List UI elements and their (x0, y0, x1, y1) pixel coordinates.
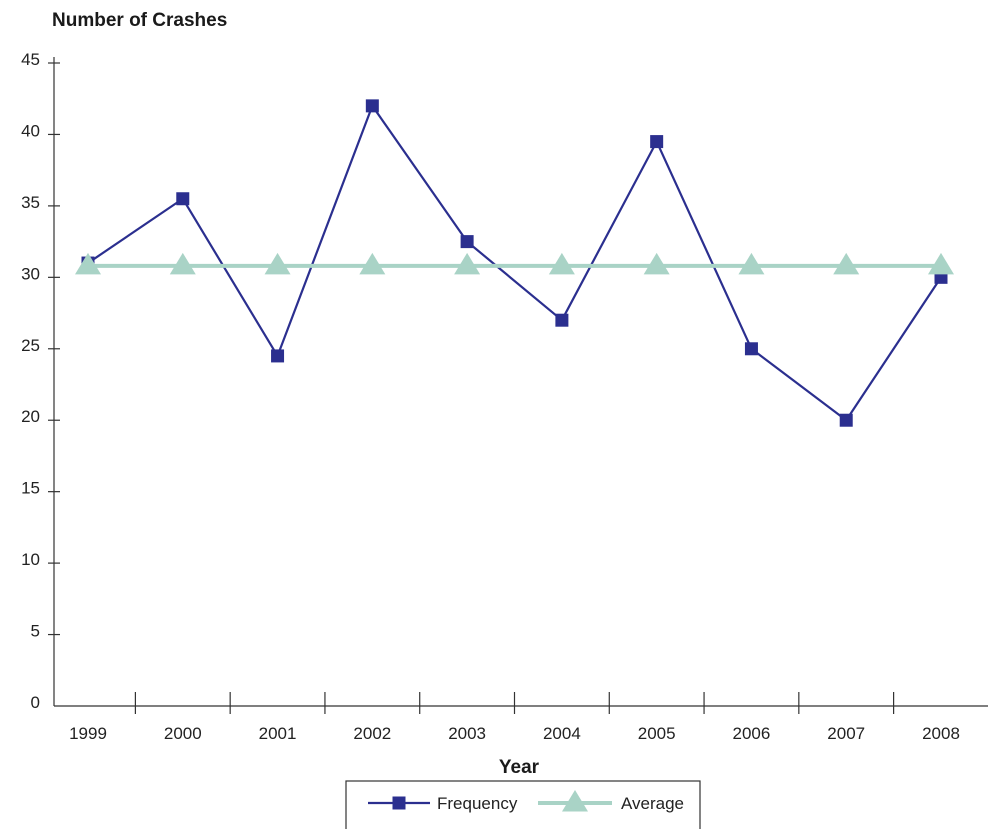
data-point-triangle (738, 252, 765, 275)
data-point-square (650, 135, 664, 149)
data-point-triangle (75, 252, 101, 275)
y-tick-label: 5 (31, 622, 40, 641)
legend-label: Average (621, 794, 684, 813)
x-tick-label: 2006 (733, 724, 771, 743)
series-line-frequency (87, 104, 942, 422)
data-point-triangle (928, 252, 954, 275)
series-average (75, 252, 954, 275)
y-tick-label: 15 (21, 479, 40, 498)
data-point-triangle (833, 252, 860, 275)
y-tick-label: 35 (21, 193, 40, 212)
data-point-square (555, 313, 569, 327)
data-point-square (271, 349, 285, 363)
x-tick-label: 2003 (448, 724, 486, 743)
y-tick-label: 20 (21, 407, 40, 426)
data-point-triangle (359, 252, 386, 275)
legend-item-frequency: Frequency (368, 794, 518, 813)
x-tick-label: 2002 (353, 724, 391, 743)
y-tick-label: 45 (21, 50, 40, 69)
y-tick-label: 10 (21, 550, 40, 569)
data-point-triangle (264, 252, 291, 275)
legend: Frequency Average (345, 780, 701, 829)
data-point-triangle (643, 252, 670, 275)
y-tick-label: 30 (21, 264, 40, 283)
legend-item-average: Average (538, 790, 684, 813)
legend-marker-triangle (562, 790, 588, 812)
x-tick-label: 2000 (164, 724, 202, 743)
x-axis: 1999 2000 2001 2002 2003 2004 2005 2006 2007 2008 (54, 692, 988, 743)
y-tick-label: 25 (21, 336, 40, 355)
y-tick-label: 40 (21, 121, 40, 140)
x-axis-title: Year (499, 757, 540, 778)
legend-marker-square (392, 796, 406, 810)
x-tick-label: 2004 (543, 724, 581, 743)
data-point-triangle (548, 252, 575, 275)
x-tick-label: 2001 (259, 724, 297, 743)
x-tick-label: 2005 (638, 724, 676, 743)
data-point-square (365, 99, 379, 113)
data-point-triangle (454, 252, 481, 275)
data-point-square (744, 342, 758, 356)
x-tick-label: 1999 (69, 724, 107, 743)
data-point-square (839, 413, 853, 427)
legend-label: Frequency (437, 794, 518, 813)
y-axis-title: Number of Crashes (52, 10, 227, 31)
y-axis: 0 5 10 15 20 25 30 35 40 45 (21, 50, 60, 712)
data-point-square (460, 235, 474, 249)
series-frequency (81, 99, 948, 427)
x-tick-label: 2007 (827, 724, 865, 743)
x-tick-label: 2008 (922, 724, 960, 743)
y-tick-label: 0 (31, 693, 40, 712)
data-point-square (176, 192, 190, 206)
series-layer (75, 99, 954, 427)
data-point-triangle (169, 252, 196, 275)
